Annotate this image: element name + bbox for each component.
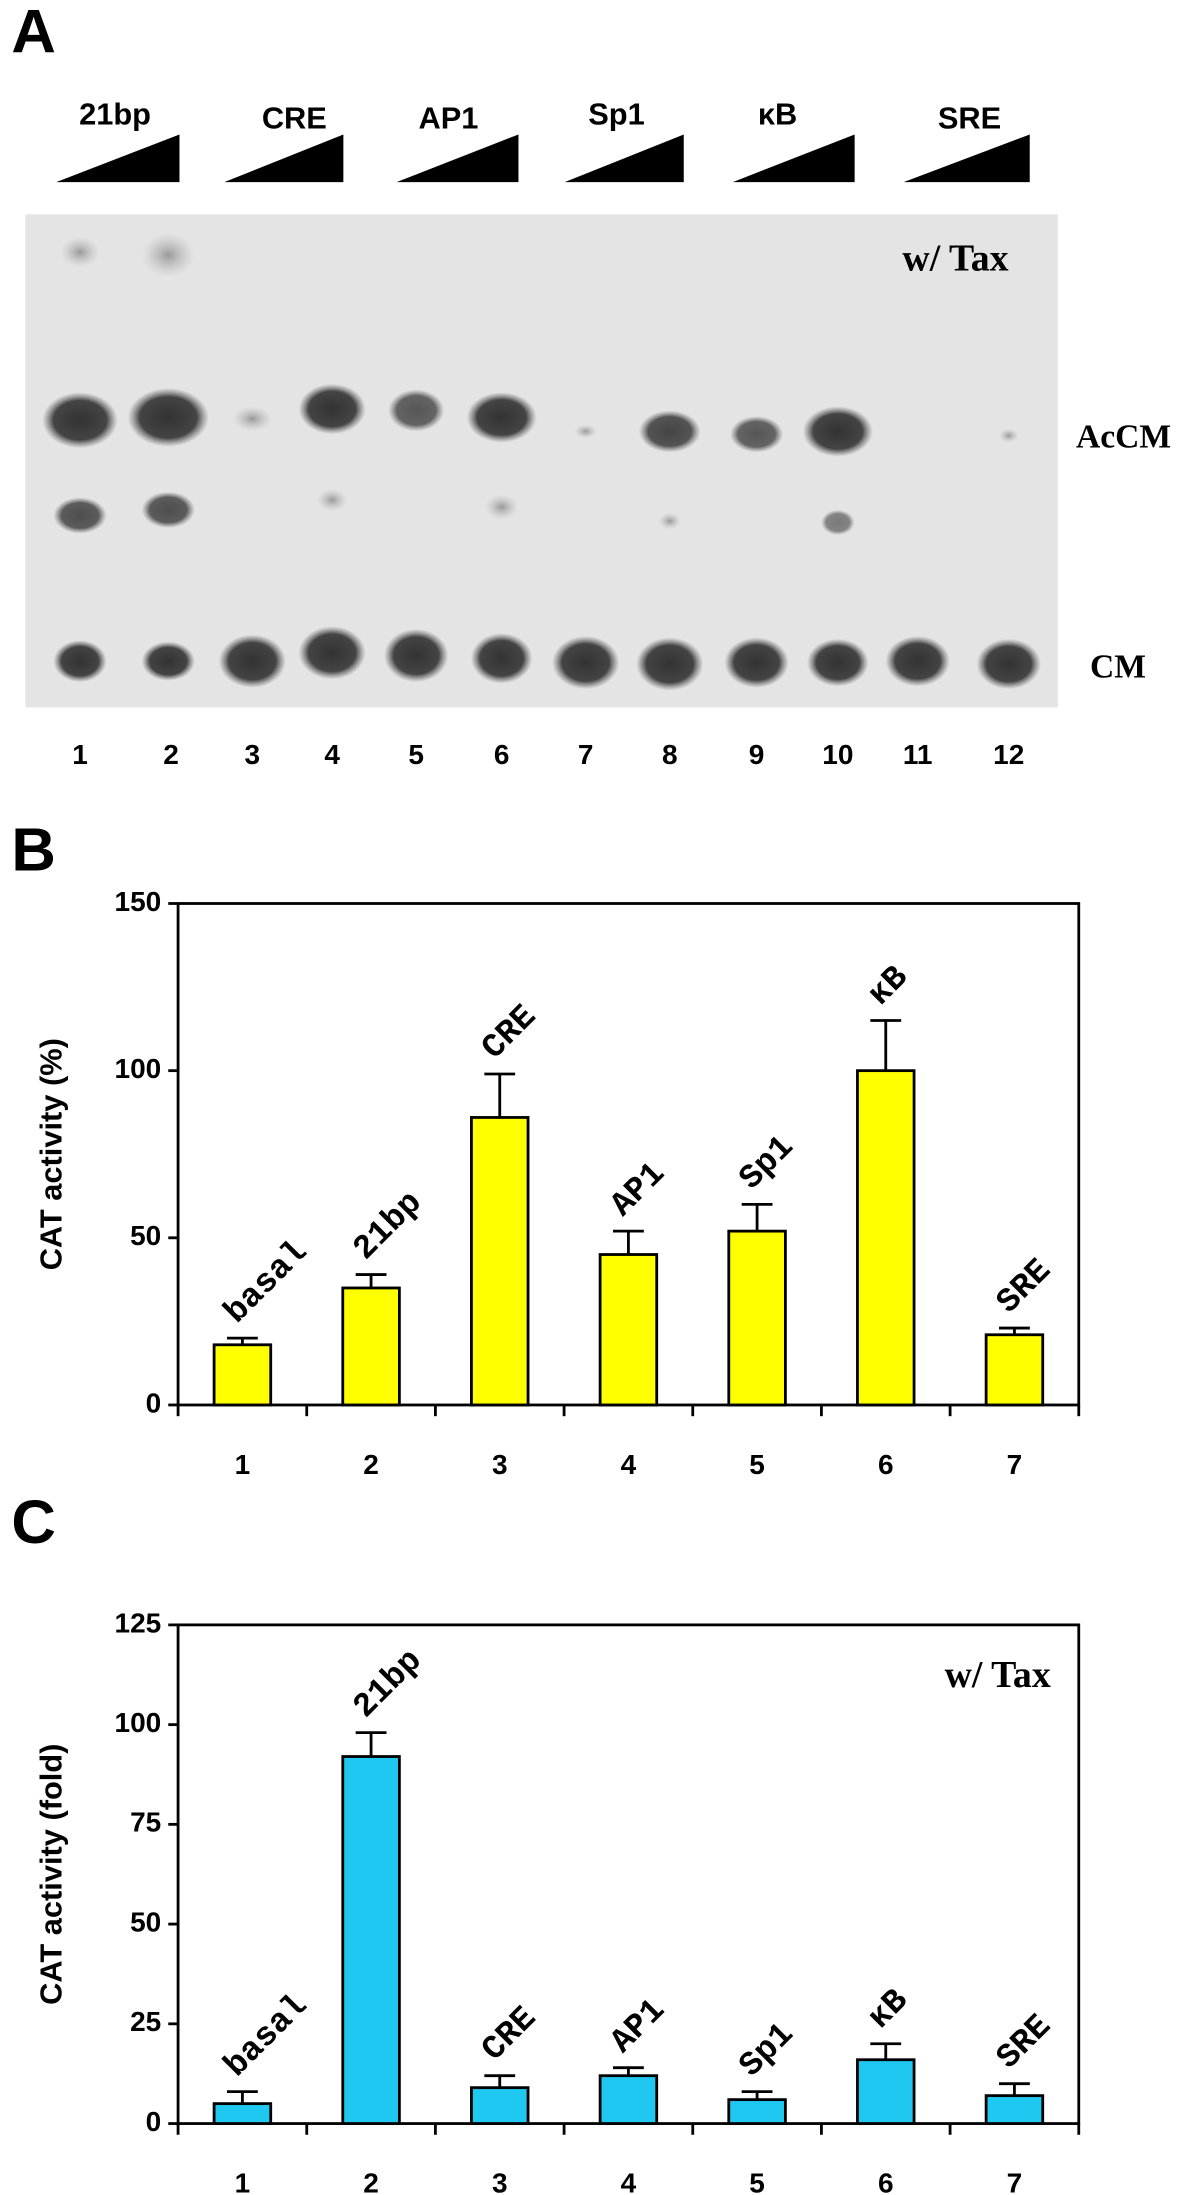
y-axis-label: CAT activity (fold) [34,1744,69,2005]
lane-label: 6 [494,739,510,770]
panel-letter: A [11,0,56,67]
y-tick-label: 75 [130,1807,161,1838]
bar-label: basal [218,1234,316,1332]
y-tick-label: 25 [130,2006,161,2037]
lane-label: 1 [72,739,88,770]
lane-label: 5 [408,739,424,770]
group-label: SRE [938,101,1001,136]
x-tick-label: 6 [878,1449,894,1480]
lane-label: 10 [822,739,853,770]
spots [42,232,1041,691]
bar [727,1229,787,1407]
group-label: AP1 [418,101,478,136]
lane-label: 4 [324,739,340,770]
x-tick-label: 5 [749,2168,765,2195]
y-tick-label: 0 [146,1387,162,1418]
bar-label: Sp1 [732,2016,802,2086]
x-tick-label: 4 [621,1449,637,1480]
bar [727,2098,787,2125]
panel-letter: C [11,1488,56,1557]
lane-label: 11 [903,739,933,770]
bar [341,1755,401,2125]
bar [470,2086,530,2125]
lane-label: 7 [578,739,594,770]
x-tick-label: 2 [363,1449,379,1480]
bar [212,1343,273,1407]
bar [470,1116,530,1407]
bar [856,2058,916,2125]
y-tick-label: 50 [130,1220,161,1251]
group-label: Sp1 [588,96,644,131]
panel-letter: B [11,816,56,885]
bar [598,2074,659,2125]
lane-label: 8 [662,739,678,770]
annotation: w/ Tax [902,238,1008,280]
bar-label: AP1 [604,1992,674,2062]
lane-label: 2 [163,739,179,770]
bar [984,1333,1045,1407]
band-label: CM [1090,648,1146,685]
bar [341,1286,401,1407]
x-tick-label: 2 [363,2168,379,2195]
bar-label: CRE [475,2000,545,2070]
gel [25,214,1058,708]
bar-label: 21bp [346,1642,430,1726]
y-tick-label: 0 [146,2106,162,2137]
bar-label: AP1 [604,1155,674,1225]
bar-label: 21bp [346,1184,430,1268]
x-tick-label: 4 [621,2168,637,2195]
bar-label: κB [861,1982,916,2037]
x-tick-label: 3 [492,2168,508,2195]
bar-label: basal [218,1987,316,2085]
x-tick-label: 7 [1007,1449,1023,1480]
bar-label: κB [861,959,916,1014]
bar-label: SRE [990,2008,1060,2078]
lane-label: 9 [749,739,765,770]
bar-label: Sp1 [732,1128,802,1198]
bar [984,2094,1045,2125]
group-label: 21bp [79,96,151,131]
x-tick-label: 1 [235,2168,251,2195]
ramps [56,134,1030,183]
group-label: CRE [262,101,327,136]
x-tick-label: 7 [1007,2168,1023,2195]
bar-label: CRE [475,998,545,1068]
x-tick-label: 1 [235,1449,251,1480]
x-tick-label: 5 [749,1449,765,1480]
bar [598,1253,659,1407]
x-tick-label: 6 [878,2168,894,2195]
y-tick-label: 125 [115,1607,162,1638]
bar [856,1069,916,1407]
annotation: w/ Tax [945,1654,1051,1696]
y-tick-label: 150 [115,886,162,917]
bar [212,2102,273,2125]
group-label: κB [758,96,797,131]
bar-label: SRE [990,1252,1060,1322]
y-tick-label: 50 [130,1906,161,1937]
lane-label: 12 [993,739,1024,770]
band-label: AcCM [1076,419,1171,456]
y-axis-label: CAT activity (%) [34,1038,69,1270]
y-tick-label: 100 [115,1707,162,1738]
y-tick-label: 100 [115,1053,162,1084]
x-tick-label: 3 [492,1449,508,1480]
lane-label: 3 [245,739,261,770]
